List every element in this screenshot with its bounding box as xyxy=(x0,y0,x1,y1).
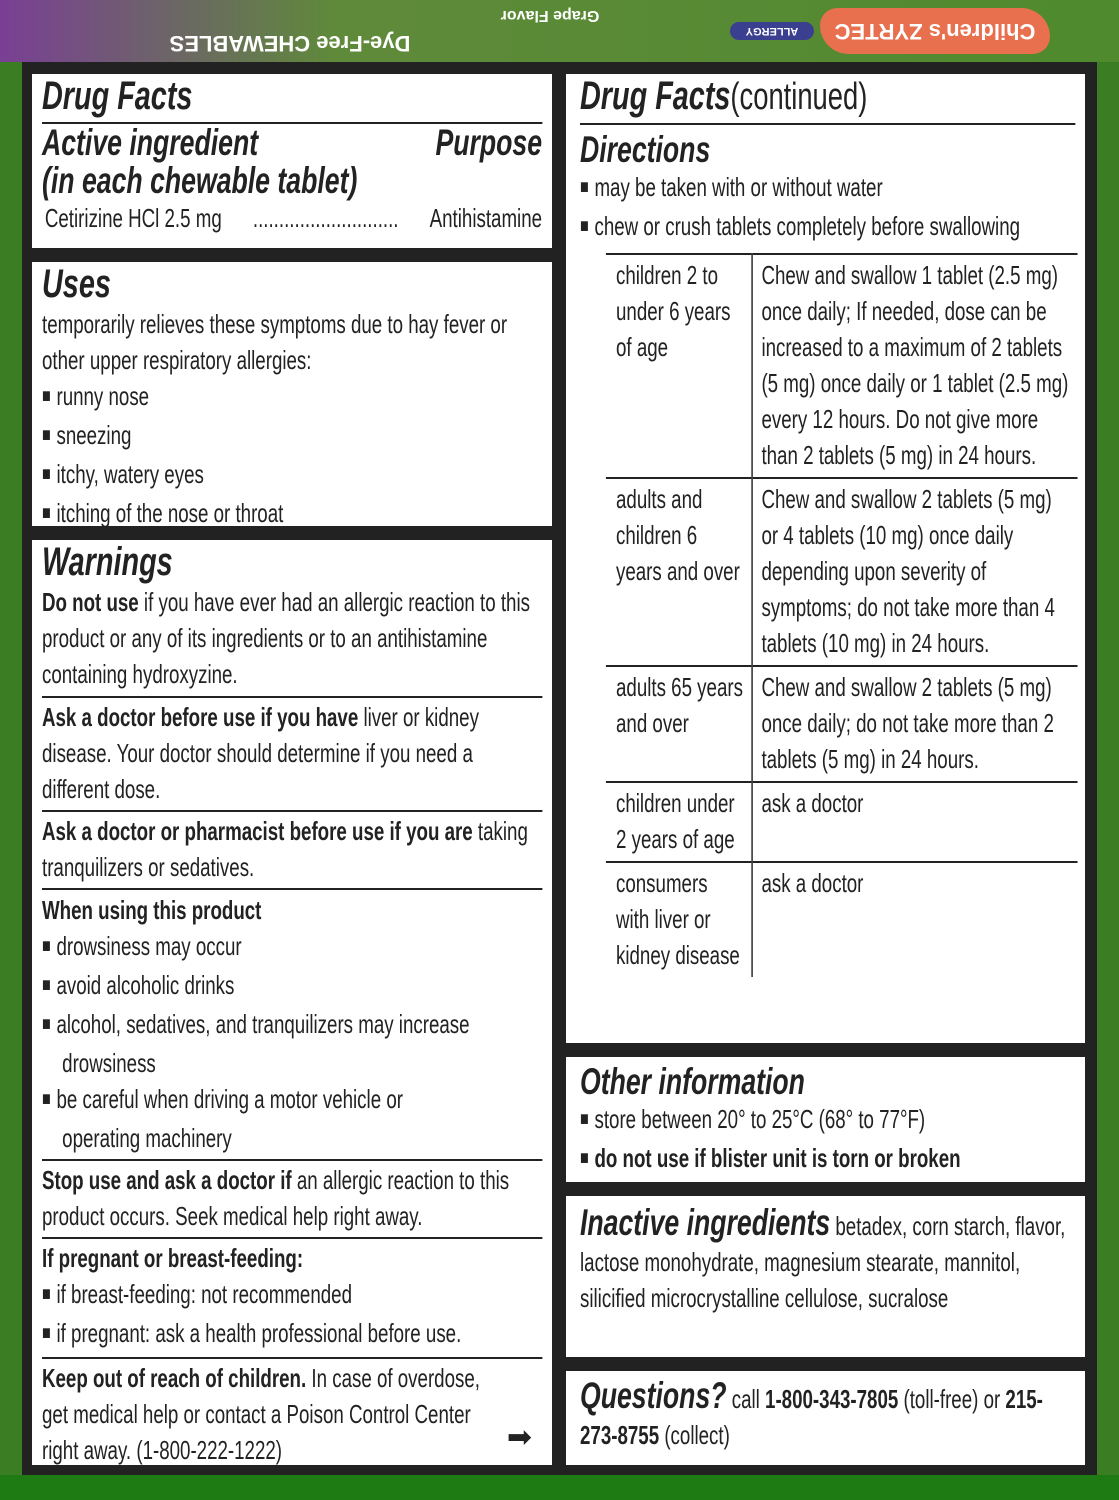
table-row: adults and children 6 years and over Chew… xyxy=(605,478,1078,666)
other-info-title: Other information xyxy=(580,1061,805,1102)
allergy-badge: ALLERGY xyxy=(730,22,814,40)
list-item: drowsiness may occur xyxy=(42,928,542,967)
list-item: do not use if blister unit is torn or br… xyxy=(580,1140,1075,1179)
keep-out-of-reach: Keep out of reach of children. In case o… xyxy=(42,1363,480,1465)
list-item: itching of the nose or throat xyxy=(42,495,542,526)
leader-dots: ............................ xyxy=(252,203,399,233)
flavor-label: Grape Flavor xyxy=(500,7,600,24)
table-row: consumers with liver or kidney disease as… xyxy=(605,862,1078,977)
package-bottom xyxy=(0,1475,1119,1500)
warnings-panel: Warnings Do not use if you have ever had… xyxy=(32,540,552,1465)
ingredient: Cetirizine HCl 2.5 mg xyxy=(44,203,222,233)
directions-panel: Drug Facts(continued) Directions may be … xyxy=(566,74,1085,1043)
product-name: Dye-Free CHEWABLES xyxy=(169,31,411,56)
phone-collect[interactable]: 215-273-8755 xyxy=(580,1384,1043,1450)
list-item: runny nose xyxy=(42,378,542,417)
continued-suffix: (continued) xyxy=(730,76,868,118)
list-item: avoid alcoholic drinks xyxy=(42,967,542,1006)
list-item: store between 20° to 25°C (68° to 77°F) xyxy=(580,1101,1075,1140)
phone-tollfree[interactable]: 1-800-343-7805 xyxy=(765,1384,899,1414)
dosage-table: children 2 to under 6 years of age Chew a… xyxy=(605,253,1078,977)
warnings-title: Warnings xyxy=(42,540,173,584)
active-ingredient-sub: (in each chewable tablet) xyxy=(42,160,358,201)
uses-intro: temporarily relieves these symptoms due … xyxy=(42,309,508,375)
pregnant-title: If pregnant or breast-feeding: xyxy=(42,1243,304,1273)
continued-title: Drug Facts xyxy=(580,74,731,118)
list-item: be careful when driving a motor vehicle … xyxy=(42,1081,474,1159)
inactive-text: betadex, corn starch, flavor, lactose mo… xyxy=(580,1211,1066,1313)
directions-title: Directions xyxy=(580,129,711,170)
table-row: children under 2 years of age ask a docto… xyxy=(605,782,1078,862)
drug-facts-title: Drug Facts xyxy=(42,74,193,118)
package-top-flap: Children's ZYRTEC ALLERGY Grape Flavor D… xyxy=(0,0,1119,62)
ask-doctor: Ask a doctor before use if you have live… xyxy=(42,702,479,804)
list-item: alcohol, sedatives, and tranquilizers ma… xyxy=(42,1006,524,1081)
table-row: adults 65 years and over Chew and swallow… xyxy=(605,666,1078,782)
list-item: may be taken with or without water xyxy=(580,169,1075,208)
list-item: chew or crush tablets completely before … xyxy=(580,208,1075,253)
list-item: itchy, watery eyes xyxy=(42,456,542,495)
purpose-heading: Purpose xyxy=(435,122,543,163)
inactive-ingredients-panel: Inactive ingredients betadex, corn starc… xyxy=(566,1196,1085,1357)
stop-use: Stop use and ask a doctor if an allergic… xyxy=(42,1165,510,1231)
uses-title: Uses xyxy=(42,262,111,306)
list-item: if breast-feeding: not recommended xyxy=(42,1276,542,1315)
table-row: children 2 to under 6 years of age Chew a… xyxy=(605,254,1078,478)
arrow-right-icon: ➡ xyxy=(506,1421,532,1454)
when-using-title: When using this product xyxy=(42,895,262,925)
active-ingredient-heading: Active ingredient xyxy=(42,122,259,163)
questions-title: Questions? xyxy=(580,1375,727,1416)
uses-panel: Uses temporarily relieves these symptoms… xyxy=(32,262,552,526)
drug-facts-panel: Drug Facts Active ingredient (in each ch… xyxy=(32,74,552,248)
list-item: sneezing xyxy=(42,417,542,456)
list-item: if pregnant: ask a health professional b… xyxy=(42,1315,542,1357)
other-info-panel: Other information store between 20° to 2… xyxy=(566,1057,1085,1182)
brand-logo: Children's ZYRTEC xyxy=(820,8,1050,54)
purpose: Antihistamine xyxy=(429,203,543,233)
do-not-use: Do not use if you have ever had an aller… xyxy=(42,587,531,689)
inactive-title: Inactive ingredients xyxy=(580,1202,831,1243)
ask-pharmacist: Ask a doctor or pharmacist before use if… xyxy=(42,816,528,882)
questions-panel: Questions? call 1-800-343-7805 (toll-fre… xyxy=(566,1371,1085,1465)
